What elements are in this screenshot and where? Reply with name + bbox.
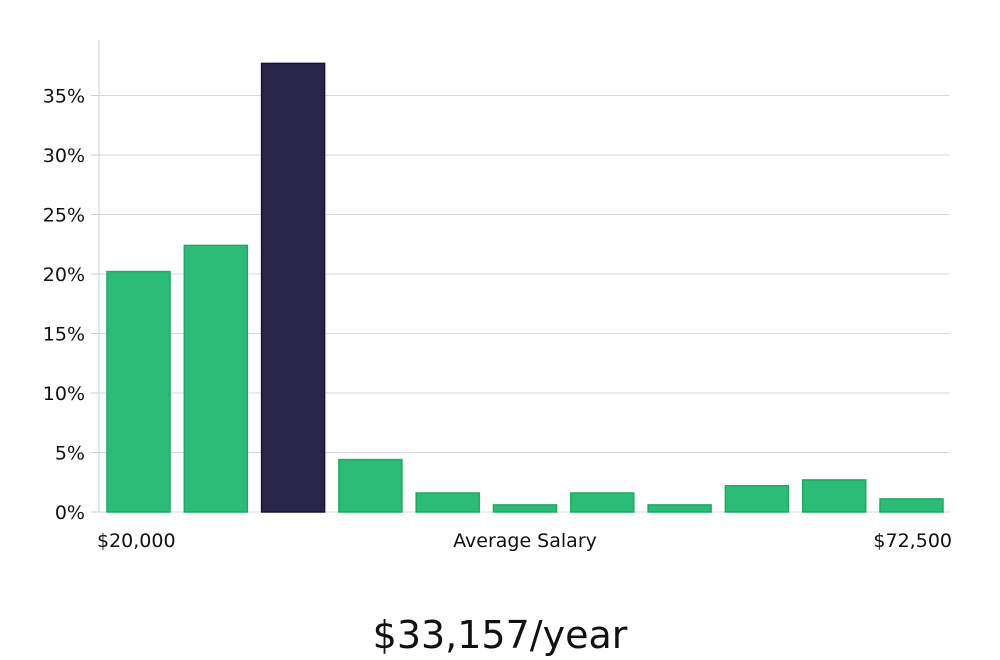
x-axis-min-label: $20,000	[97, 530, 176, 552]
bar	[415, 492, 480, 513]
bar	[724, 485, 790, 513]
y-tick-label: 35%	[43, 86, 85, 108]
y-tick-label: 30%	[43, 145, 85, 167]
bar	[106, 270, 171, 513]
bar	[801, 479, 867, 513]
bar	[338, 458, 403, 513]
y-axis-ticks: 0% 5% 10% 15% 20% 25% 30% 35%	[43, 86, 99, 524]
average-salary-headline: $33,157/year	[373, 613, 628, 657]
y-tick-label: 10%	[43, 383, 85, 405]
bar	[183, 244, 249, 513]
y-tick-label: 20%	[43, 264, 85, 286]
bar	[570, 492, 635, 513]
x-axis-max-label: $72,500	[873, 530, 952, 552]
y-tick-label: 25%	[43, 205, 85, 227]
y-tick-label: 15%	[43, 324, 85, 346]
bar	[647, 504, 712, 513]
bar-highlighted	[260, 62, 326, 513]
bars	[106, 62, 944, 513]
bar	[879, 498, 944, 513]
y-tick-label: 5%	[55, 443, 85, 465]
x-axis-title: Average Salary	[453, 530, 597, 552]
y-tick-label: 0%	[55, 502, 85, 524]
bar	[492, 504, 558, 513]
